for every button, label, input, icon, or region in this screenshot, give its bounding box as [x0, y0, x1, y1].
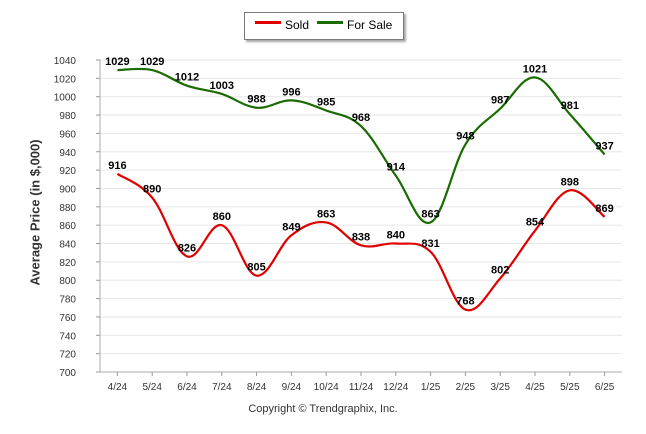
legend-forsale-swatch — [317, 21, 343, 24]
data-label-for-sale: 948 — [456, 130, 474, 142]
data-label-sold: 826 — [178, 242, 196, 254]
x-tick-label: 6/24 — [177, 382, 197, 393]
x-tick-label: 2/25 — [456, 382, 476, 393]
data-label-sold: 768 — [456, 296, 474, 308]
x-tick-label: 5/25 — [560, 382, 580, 393]
data-label-for-sale: 1003 — [210, 80, 234, 92]
data-label-for-sale: 937 — [595, 141, 613, 153]
chart-legend: Sold For Sale — [244, 12, 404, 40]
y-tick-label: 880 — [59, 203, 76, 214]
data-label-for-sale: 985 — [317, 96, 335, 108]
data-label-for-sale: 1029 — [105, 56, 129, 68]
y-tick-label: 800 — [59, 276, 76, 287]
x-tick-label: 11/24 — [349, 382, 374, 393]
data-label-for-sale: 863 — [421, 208, 439, 220]
data-label-for-sale: 981 — [561, 100, 579, 112]
legend-sold-swatch — [255, 21, 281, 24]
x-tick-label: 1/25 — [421, 382, 441, 393]
y-tick-label: 780 — [59, 295, 76, 306]
data-label-sold: 898 — [561, 176, 579, 188]
data-label-sold: 860 — [213, 211, 231, 223]
x-tick-label: 6/25 — [595, 382, 615, 393]
data-label-for-sale: 1021 — [523, 63, 547, 75]
x-tick-label: 4/25 — [525, 382, 545, 393]
data-label-for-sale: 996 — [282, 86, 300, 98]
x-tick-label: 7/24 — [212, 382, 232, 393]
y-tick-label: 700 — [59, 368, 76, 379]
data-label-sold: 802 — [491, 264, 509, 276]
series-line-for-sale — [117, 67, 606, 224]
plot-area — [100, 60, 622, 372]
x-tick-label: 8/24 — [247, 382, 267, 393]
y-tick-label: 960 — [59, 129, 76, 140]
data-label-sold: 869 — [595, 203, 613, 215]
y-tick-label: 1020 — [54, 74, 77, 85]
x-tick-label: 5/24 — [142, 382, 162, 393]
legend-sold-label: Sold — [285, 18, 310, 32]
x-tick-label: 9/24 — [282, 382, 302, 393]
x-tick-label: 4/24 — [108, 382, 128, 393]
data-label-sold: 854 — [526, 217, 545, 229]
y-tick-label: 840 — [59, 240, 76, 251]
data-label-sold: 890 — [143, 184, 161, 196]
data-label-for-sale: 914 — [387, 162, 406, 174]
data-label-sold: 863 — [317, 208, 335, 220]
data-label-sold: 840 — [387, 230, 405, 242]
y-tick-label: 860 — [59, 221, 76, 232]
data-label-for-sale: 987 — [491, 95, 509, 107]
data-label-for-sale: 968 — [352, 112, 370, 124]
y-tick-label: 940 — [59, 148, 76, 159]
y-tick-label: 920 — [59, 166, 76, 177]
y-tick-label: 820 — [59, 258, 76, 269]
data-label-for-sale: 1012 — [175, 72, 199, 84]
y-tick-label: 760 — [59, 313, 76, 324]
data-label-sold: 838 — [352, 231, 370, 243]
data-label-sold: 805 — [247, 262, 265, 274]
data-label-sold: 849 — [282, 221, 300, 233]
y-tick-label: 720 — [59, 350, 76, 361]
y-tick-label: 900 — [59, 184, 76, 195]
data-label-sold: 916 — [108, 160, 126, 172]
y-axis-title: Average Price (in $,000) — [27, 139, 43, 286]
legend-forsale-label: For Sale — [347, 18, 393, 32]
y-tick-label: 740 — [59, 331, 76, 342]
x-tick-label: 12/24 — [383, 382, 408, 393]
x-tick-label: 3/25 — [490, 382, 510, 393]
y-tick-label: 1000 — [54, 93, 77, 104]
x-tick-label: 10/24 — [314, 382, 339, 393]
data-label-for-sale: 988 — [247, 94, 265, 106]
y-tick-label: 1040 — [54, 56, 77, 67]
data-label-sold: 831 — [421, 238, 439, 250]
data-label-for-sale: 1029 — [140, 56, 164, 68]
copyright-footer: Copyright © Trendgraphix, Inc. — [248, 403, 398, 415]
series-line-sold — [116, 172, 606, 312]
y-tick-label: 980 — [59, 111, 76, 122]
